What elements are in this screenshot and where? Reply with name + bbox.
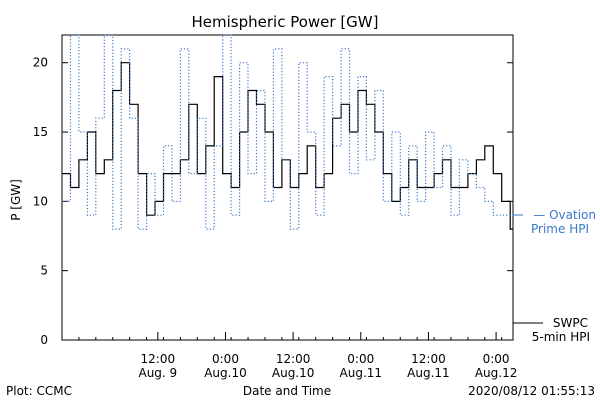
x-tick-label-date: Aug. 9 xyxy=(138,366,177,380)
y-tick-label: 10 xyxy=(33,194,48,208)
legend-label-ovation-2: Prime HPI xyxy=(531,222,589,236)
y-tick-label: 5 xyxy=(40,264,48,278)
x-tick-label-time: 12:00 xyxy=(276,352,311,366)
y-axis-title: P [GW] xyxy=(9,179,23,221)
x-tick-label-date: Aug.11 xyxy=(340,366,383,380)
y-tick-label: 0 xyxy=(40,333,48,347)
x-tick-label-time: 0:00 xyxy=(347,352,374,366)
x-tick-label-date: Aug.10 xyxy=(272,366,315,380)
series-layer xyxy=(62,34,513,230)
y-tick-label: 20 xyxy=(33,56,48,70)
x-tick-label-time: 12:00 xyxy=(141,352,176,366)
plot-timestamp: 2020/08/12 01:55:13 xyxy=(468,384,595,398)
x-tick-label-time: 12:00 xyxy=(411,352,446,366)
x-tick-label-date: Aug.12 xyxy=(475,366,518,380)
y-tick-label: 15 xyxy=(33,125,48,139)
legend-label-swpc-2: 5-min HPI xyxy=(532,330,590,344)
x-tick-label-time: 0:00 xyxy=(483,352,510,366)
y-axis-ticks: 0 5 10 15 20 xyxy=(33,56,513,347)
legend-label-ovation: — Ovation xyxy=(533,208,596,222)
x-axis-title: Date and Time xyxy=(243,384,331,398)
x-tick-label-date: Aug.10 xyxy=(204,366,247,380)
legend-label-swpc: SWPC xyxy=(553,316,588,330)
series-line-ovation xyxy=(62,34,513,230)
x-tick-label-date: Aug.11 xyxy=(407,366,450,380)
x-tick-label-time: 0:00 xyxy=(212,352,239,366)
chart-title: Hemispheric Power [GW] xyxy=(192,13,379,31)
plot-credit: Plot: CCMC xyxy=(6,384,72,398)
series-line-swpc xyxy=(62,62,513,230)
plot-frame xyxy=(61,34,514,341)
y-axis-title-group: P [GW] xyxy=(9,179,23,221)
